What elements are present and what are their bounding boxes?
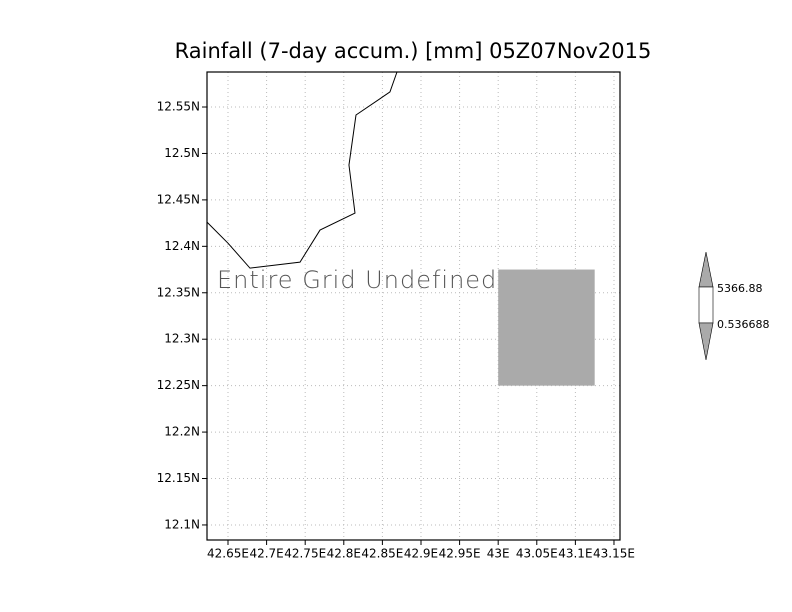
x-tick-label: 43E [487, 547, 510, 561]
colorbar-bottom [698, 322, 714, 361]
x-tick-label: 43.05E [516, 547, 558, 561]
y-tick-label: 12.4N [164, 239, 200, 253]
colorbar-label: 0.536688 [717, 318, 770, 331]
x-tick-label: 42.85E [361, 547, 403, 561]
colorbar-mid [698, 286, 714, 324]
plot-frame [206, 71, 621, 541]
x-tick-label: 42.8E [327, 547, 361, 561]
x-tick-label: 42.7E [249, 547, 283, 561]
x-tick-label: 42.65E [207, 547, 249, 561]
colorbar-label: 5366.88 [717, 282, 763, 295]
y-tick-label: 12.15N [157, 471, 200, 485]
undefined-cell [498, 269, 595, 386]
annotation: Entire Grid Undefined [217, 266, 497, 294]
data-layer [206, 71, 595, 386]
coastline [206, 71, 398, 269]
x-tick-label: 42.75E [284, 547, 326, 561]
y-tick-label: 12.55N [157, 100, 200, 114]
y-tick-label: 12.45N [157, 192, 200, 206]
x-tick-label: 43.1E [558, 547, 592, 561]
chart-title: Rainfall (7-day accum.) [mm] 05Z07Nov201… [175, 39, 652, 63]
x-tick-label: 42.95E [439, 547, 481, 561]
y-tick-label: 12.35N [157, 285, 200, 299]
y-tick-label: 12.3N [164, 332, 200, 346]
colorbar-top [698, 251, 714, 288]
x-tick-label: 42.9E [404, 547, 438, 561]
y-tick-label: 12.5N [164, 146, 200, 160]
y-tick-label: 12.25N [157, 378, 200, 392]
y-tick-label: 12.2N [164, 425, 200, 439]
x-tick-label: 43.15E [593, 547, 635, 561]
y-tick-label: 12.1N [164, 517, 200, 531]
